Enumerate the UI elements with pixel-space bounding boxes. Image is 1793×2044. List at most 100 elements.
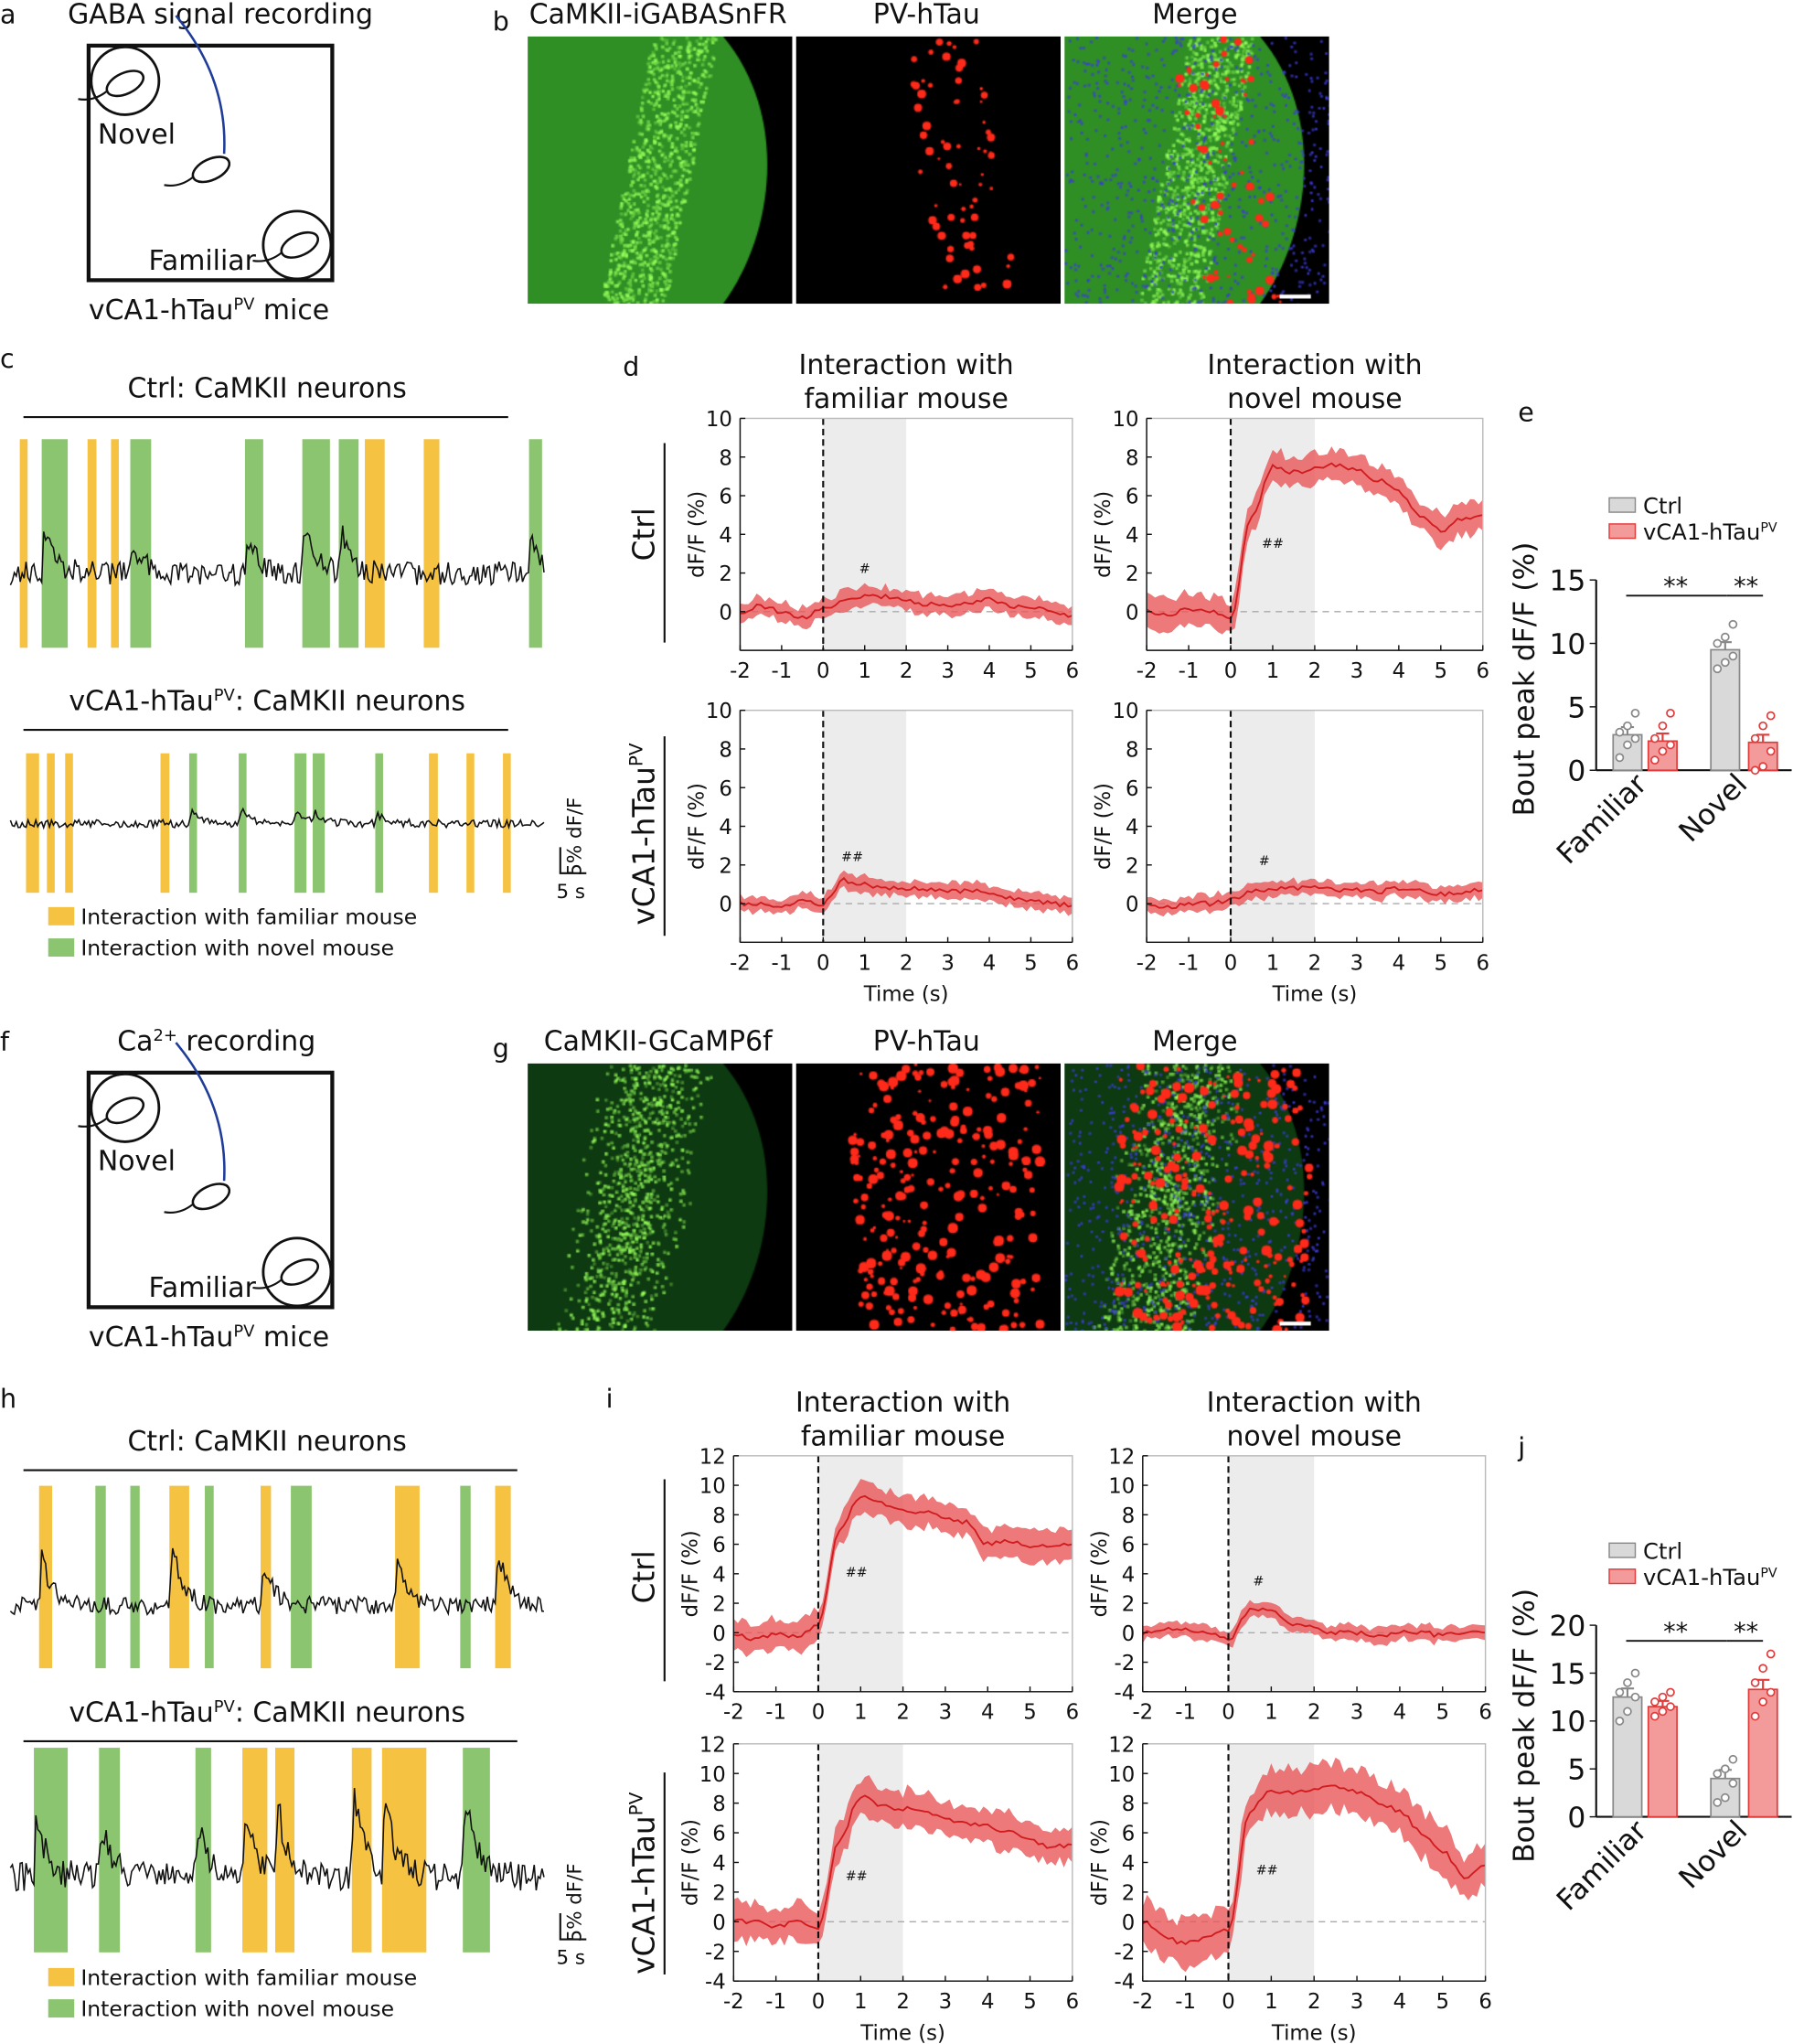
y-axis-label: dF/F (%)	[1092, 491, 1115, 578]
interaction-window-familiar	[381, 1748, 427, 1953]
data-point	[1666, 708, 1675, 718]
x-tick-label: 1	[1265, 1701, 1278, 1725]
y-tick-label: 0	[719, 894, 732, 917]
x-tick-label: 6	[1478, 1701, 1492, 1725]
interaction-window-novel	[338, 439, 359, 648]
trace-title-htau-end: : CaMKII neurons	[235, 1697, 465, 1729]
data-point	[1720, 1764, 1730, 1774]
y-tick-label: 6	[712, 1823, 726, 1846]
sem-band	[733, 1774, 1073, 1947]
y-tick-label: -2	[1115, 1941, 1136, 1964]
data-point	[1623, 721, 1632, 731]
x-tick-label: 6	[1066, 1990, 1080, 2014]
legend-swatch-novel	[48, 938, 75, 958]
x-tick-label: 6	[1066, 951, 1080, 975]
familiar-cage-icon	[261, 1236, 333, 1308]
interaction-period-shade	[1228, 1455, 1315, 1692]
row-label-htau-main: vCA1-hTau	[626, 1815, 661, 1974]
y-tick-label: 2	[712, 1881, 726, 1905]
dff-trace-htau	[9, 807, 545, 830]
x-tick-label: 3	[1350, 1990, 1364, 2014]
y-tick-label: 4	[719, 816, 732, 840]
interaction-period-shade	[823, 418, 907, 651]
y-tick-label: 0	[1122, 1911, 1136, 1935]
interaction-window-familiar	[87, 439, 97, 648]
x-tick-label: 3	[1350, 951, 1364, 975]
x-tick-label: 5	[1435, 659, 1448, 683]
x-tick-label: 4	[1393, 1701, 1407, 1725]
interaction-window-familiar	[423, 439, 440, 648]
x-tick-label: -2	[723, 1990, 744, 2014]
x-tick-label: 4	[981, 1701, 995, 1725]
y-axis-label: Bout peak dF/F (%)	[1508, 541, 1541, 816]
interaction-window-novel	[188, 753, 197, 894]
data-point	[1630, 1692, 1640, 1702]
data-point	[1615, 1716, 1625, 1726]
y-tick-label: -4	[1115, 1681, 1136, 1705]
plot-title: familiar mouse	[801, 1420, 1005, 1452]
y-tick-label: 8	[719, 739, 732, 763]
data-point	[1630, 1668, 1640, 1678]
y-tick-label: 0	[1567, 755, 1585, 788]
x-tick-label: 0	[1222, 1701, 1235, 1725]
data-point	[1615, 753, 1625, 763]
sem-band	[1147, 877, 1483, 917]
x-tick-label: 3	[941, 951, 955, 975]
interaction-window-familiar	[365, 439, 385, 648]
interaction-window-familiar	[160, 753, 170, 894]
x-category-label: Novel	[1673, 1814, 1755, 1896]
legend-novel: Interaction with novel mouse	[80, 1996, 394, 2022]
panel-label: a	[0, 0, 16, 30]
y-tick-label: 2	[719, 562, 732, 586]
novel-label: Novel	[98, 1146, 176, 1178]
legend-ctrl: Ctrl	[1643, 493, 1682, 519]
y-axis-label: dF/F (%)	[678, 1530, 702, 1617]
scale-bar-dff: 5% dF/F	[564, 797, 587, 876]
y-tick-label: -4	[705, 1681, 726, 1705]
panel-title-main: Ca	[117, 1026, 153, 1058]
legend-htau-main: vCA1-hTau	[1643, 519, 1760, 545]
y-tick-label: 0	[712, 1911, 726, 1935]
data-point	[1650, 1697, 1660, 1707]
x-tick-label: 1	[1266, 659, 1280, 683]
line-plot-d-htau-familiar: -2 -1 0 1 2 3 4 5 6 0 2 4 6 8 10 dF/F (%) Time (s) ##	[686, 700, 1080, 1006]
mean-line	[1142, 1784, 1486, 1946]
trace-title-htau-main: vCA1-hTau	[69, 686, 213, 718]
panel-label: f	[0, 1027, 10, 1057]
y-tick-label: 4	[712, 1563, 726, 1587]
channel-label-2: Merge	[1152, 0, 1237, 31]
data-point	[1750, 733, 1760, 744]
x-tick-label: 1	[854, 1990, 868, 2014]
mouse-tail-icon	[164, 1203, 194, 1214]
trace-title-htau-sup: PV	[214, 686, 236, 705]
panel-label: j	[1517, 1432, 1525, 1462]
x-tick-label: -1	[1179, 951, 1200, 975]
x-tick-label: 5	[1436, 1701, 1450, 1725]
y-axis-label: dF/F (%)	[1088, 1819, 1112, 1906]
mean-line	[733, 1494, 1073, 1642]
y-tick-label: 6	[1122, 1534, 1136, 1557]
data-point	[1658, 721, 1668, 731]
data-point	[1713, 1798, 1723, 1807]
interaction-window-familiar	[38, 1485, 53, 1669]
y-tick-label: 12	[1108, 1445, 1135, 1469]
plot-title: novel mouse	[1226, 1420, 1402, 1452]
significance-mark: #	[1253, 1575, 1264, 1589]
y-axis-label: Bout peak dF/F (%)	[1508, 1589, 1541, 1863]
bar-vca1-htau-novel	[1747, 1688, 1778, 1818]
interaction-window-novel	[130, 1485, 140, 1669]
y-tick-label: 0	[719, 601, 732, 625]
y-tick-label: -4	[1115, 1971, 1136, 1995]
y-tick-label: 10	[1108, 1763, 1135, 1787]
panel-title-sup: 2+	[153, 1026, 176, 1045]
data-point	[1728, 1754, 1738, 1764]
significance-mark: #	[1259, 854, 1270, 869]
y-tick-label: 6	[712, 1534, 726, 1557]
mean-line	[1146, 884, 1484, 910]
data-point	[1758, 1664, 1768, 1674]
legend-familiar: Interaction with familiar mouse	[80, 904, 417, 929]
interaction-window-novel	[239, 753, 247, 894]
row-label-htau-sup: PV	[625, 1792, 647, 1815]
plot-title: Interaction with	[1207, 1386, 1422, 1418]
